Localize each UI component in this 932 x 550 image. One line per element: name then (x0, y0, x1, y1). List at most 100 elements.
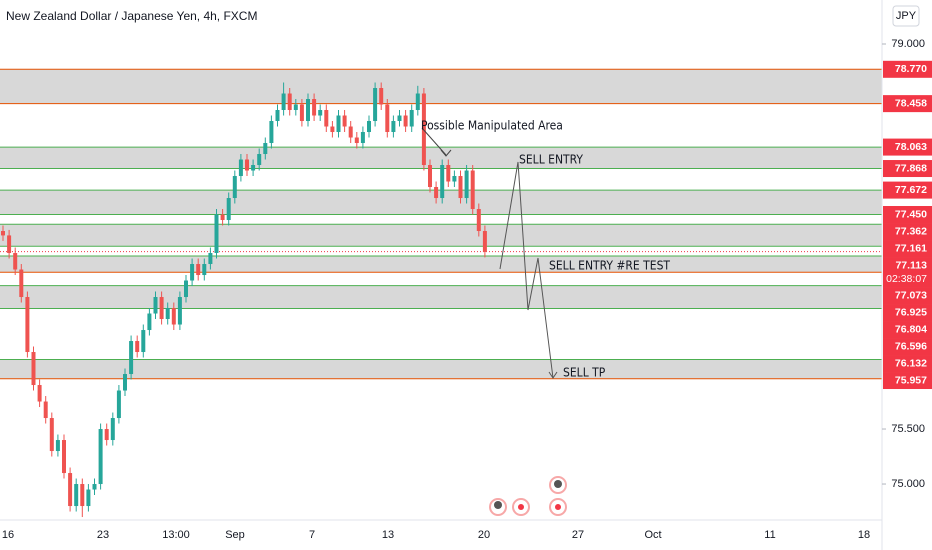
candle-body (263, 143, 268, 155)
currency[interactable]: JPY (896, 10, 917, 22)
candle-body (318, 110, 323, 116)
price-label-box (883, 223, 932, 241)
y-tick-label: 79.000 (891, 38, 925, 50)
candles (1, 82, 487, 518)
candle-body (293, 104, 298, 111)
candle-body (275, 110, 280, 122)
price-label: 75.957 (895, 374, 927, 386)
candle-body (129, 341, 134, 375)
candle-body (428, 165, 432, 188)
x-tick-label: 13 (382, 529, 394, 541)
candle-body (49, 418, 54, 452)
zone (0, 69, 882, 104)
candle-body (214, 214, 219, 254)
candle-body (62, 440, 66, 474)
price-label: 78.063 (895, 141, 927, 153)
candle-body (31, 352, 36, 386)
price-label-box (883, 257, 932, 288)
candle-body (330, 126, 335, 133)
candle-body (391, 121, 396, 133)
price-label: 76.596 (895, 340, 927, 352)
x-tick-label: 11 (764, 529, 775, 541)
candle-body (312, 99, 317, 116)
candle-body (226, 198, 231, 221)
currency-box[interactable] (892, 5, 920, 27)
candle-body (25, 297, 30, 353)
x-tick-label: 18 (858, 529, 870, 541)
countdown: 02:38:07 (886, 273, 927, 285)
candle-body (110, 418, 115, 441)
candle-body (98, 429, 103, 485)
price-label: 78.458 (895, 97, 927, 109)
event-icon-dot (494, 501, 502, 509)
price-label-box (883, 321, 932, 339)
candle-body (434, 187, 439, 199)
x-tick-label: 13:00 (162, 529, 190, 541)
price-label-box (883, 206, 932, 224)
y-tick-label: 75.500 (891, 423, 925, 435)
candle-body (245, 159, 249, 171)
candle-body (354, 137, 359, 144)
candle-body (1, 231, 5, 236)
annotation-arrowhead (440, 149, 452, 157)
projection-arrowhead (548, 371, 558, 379)
candle-body (281, 93, 286, 111)
x-tick-label: 20 (478, 529, 490, 541)
price-label: 77.362 (895, 225, 927, 237)
candle-body (19, 269, 24, 298)
candle-body (116, 390, 121, 419)
axes: 79.000 75.500 75.000 16 23 13:00 Sep 7 13 20 27 Oct… (2, 38, 932, 541)
candle-body (147, 313, 152, 331)
x-tick-label: Sep (225, 529, 245, 541)
candle-body (190, 264, 195, 281)
price-label-box (883, 338, 932, 356)
price-label: 77.073 (895, 289, 927, 301)
zone (0, 224, 882, 247)
projection-path (499, 161, 554, 379)
candle-body (55, 440, 60, 452)
candle-body (80, 484, 85, 507)
candle-body (470, 170, 475, 210)
annotation: SELL ENTRY (519, 153, 583, 167)
candle-body (299, 104, 304, 122)
annotation: Possible Manipulated Area (421, 119, 563, 133)
candle-body (141, 330, 146, 353)
candle-body (177, 297, 182, 325)
price-label-box (883, 355, 932, 373)
candle-body (220, 214, 225, 221)
price-label-box (883, 60, 932, 78)
candle-body (37, 385, 42, 402)
candle-body (238, 159, 243, 177)
chart-title: New Zealand Dollar / Japanese Yen, 4h, F… (6, 9, 257, 23)
candle-body (464, 170, 469, 199)
candle-body (208, 253, 213, 265)
zone (0, 147, 882, 169)
candle-body (482, 231, 487, 252)
event-icon-dot (554, 480, 562, 488)
candle-body (367, 121, 371, 133)
price-label: 77.672 (895, 184, 927, 196)
candle-body (232, 176, 237, 199)
candle-body (440, 165, 445, 199)
candle-body (379, 88, 384, 105)
zones (0, 68, 882, 380)
candle-body (421, 93, 426, 166)
price-label: 76.925 (895, 306, 927, 318)
candle-body (257, 154, 262, 166)
candle-body (153, 297, 158, 314)
price-label: 77.161 (895, 242, 927, 254)
candle-body (476, 209, 481, 232)
x-tick-label: 23 (97, 529, 109, 541)
zone (0, 359, 882, 379)
price-label-box (883, 138, 932, 156)
candle-body (336, 115, 341, 133)
y-tick-label: 75.000 (891, 478, 925, 490)
x-tick-label: Oct (644, 529, 661, 541)
annotation: SELL ENTRY #RE TEST (549, 259, 670, 273)
candle-body (251, 165, 256, 171)
candle-body (184, 280, 188, 298)
candle-body (287, 93, 292, 111)
x-tick-label: 7 (309, 529, 315, 541)
candle-body (43, 401, 48, 419)
candle-body (452, 176, 457, 182)
